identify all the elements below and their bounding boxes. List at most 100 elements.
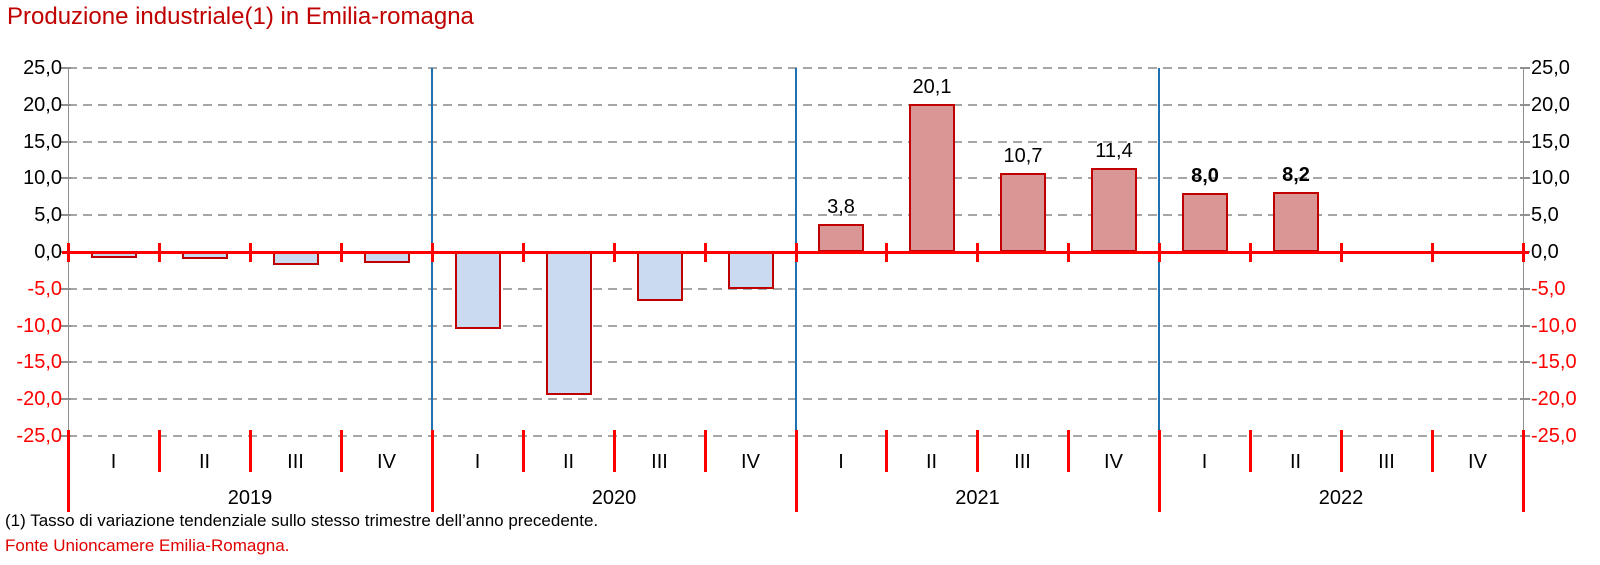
zero-tick-mark [1067,243,1070,262]
x-quarter-tick-mark [1067,430,1070,472]
source-credit: Fonte Unioncamere Emilia-Romagna. [5,536,290,555]
y-axis-tick [1520,141,1530,143]
x-quarter-label: II [562,451,575,473]
bar-2020-IV [728,252,774,289]
zero-tick-mark [1249,243,1252,262]
zero-tick-mark [249,243,252,262]
x-quarter-label: I [110,451,117,473]
x-quarter-label: II [1289,451,1302,473]
bar-2021-IV [1091,168,1137,252]
zero-tick-mark [158,243,161,262]
x-quarter-tick-mark [613,430,616,472]
zero-tick-mark [613,243,616,262]
y-axis-tick [1520,177,1530,179]
bar-2021-II [909,104,955,252]
x-quarter-tick-mark [1249,430,1252,472]
x-quarter-label: IV [1468,451,1487,473]
x-year-tick-mark [1522,430,1525,512]
x-quarter-label: IV [377,451,396,473]
y-axis-tick [61,104,71,106]
y-tick-label-left: 5,0 [34,204,62,226]
x-quarter-tick-mark [249,430,252,472]
y-axis-tick [1520,104,1530,106]
y-tick-label-right: 15,0 [1531,131,1570,153]
x-quarter-label: I [838,451,844,473]
y-tick-label-right: 5,0 [1531,204,1559,226]
y-axis-tick [61,435,71,437]
y-tick-label-left: 10,0 [23,167,62,189]
x-quarter-label: III [1378,451,1395,473]
x-quarter-tick-mark [522,430,525,472]
y-tick-label-left: -20,0 [16,388,62,410]
bar-2021-III [1000,173,1046,252]
y-axis-tick [1520,398,1530,400]
y-axis-tick [1520,214,1530,216]
zero-tick-mark [976,243,979,262]
zero-tick-mark [885,243,888,262]
y-tick-label-right: -5,0 [1531,278,1566,300]
y-tick-label-right: -25,0 [1531,425,1577,447]
bar-2020-II [546,252,592,395]
y-axis-tick [61,141,71,143]
y-tick-label-right: -20,0 [1531,388,1577,410]
zero-tick-mark [1431,243,1434,262]
y-tick-label-left: -15,0 [16,351,62,373]
y-tick-label-right: 25,0 [1531,57,1570,79]
y-tick-label-left: 0,0 [34,241,62,263]
x-quarter-tick-mark [976,430,979,472]
zero-tick-mark [340,243,343,262]
y-axis-tick [61,177,71,179]
x-quarter-tick-mark [340,430,343,472]
x-quarter-label: IV [741,451,760,473]
y-tick-label-right: 20,0 [1531,94,1570,116]
chart-title: Produzione industriale(1) in Emilia-roma… [7,3,474,30]
x-quarter-label: III [651,451,668,473]
bar-value-label: 11,4 [1095,140,1133,162]
x-quarter-label: III [287,451,304,473]
zero-tick-mark [522,243,525,262]
y-axis-tick [61,325,71,327]
y-tick-label-right: -15,0 [1531,351,1577,373]
x-year-tick-mark [431,430,434,512]
x-quarter-label: II [925,451,938,473]
y-tick-label-left: -5,0 [27,278,62,300]
x-quarter-tick-mark [704,430,707,472]
x-quarter-label: III [1014,451,1031,473]
y-axis-tick [61,288,71,290]
zero-tick-mark [1340,243,1343,262]
x-quarter-label: I [1201,451,1208,473]
x-year-label: 2019 [227,487,273,509]
zero-tick-mark [795,243,798,262]
y-tick-label-right: 0,0 [1531,241,1559,263]
y-axis-tick [61,67,71,69]
y-tick-label-left: 15,0 [23,131,62,153]
x-year-label: 2021 [955,487,1000,509]
bar-2021-I [818,224,864,252]
y-axis-tick [1520,288,1530,290]
x-quarter-tick-mark [1431,430,1434,472]
x-year-tick-mark [67,430,70,512]
bar-value-label: 3,8 [827,196,855,218]
x-quarter-label: IV [1104,451,1123,473]
zero-tick-mark [1522,243,1525,262]
x-year-label: 2020 [591,487,637,509]
bar-2022-I [1182,193,1228,252]
zero-tick-mark [704,243,707,262]
bar-value-label: 8,0 [1191,165,1219,187]
x-year-tick-mark [795,430,798,512]
x-quarter-label: I [474,451,481,473]
y-tick-label-right: -10,0 [1531,315,1577,337]
zero-tick-mark [1158,243,1161,262]
bar-2020-I [455,252,501,329]
x-year-tick-mark [1158,430,1161,512]
y-axis-tick [1520,67,1530,69]
y-tick-label-left: 20,0 [23,94,62,116]
x-quarter-label: II [198,451,211,473]
zero-tick-mark [431,243,434,262]
bar-2022-II [1273,192,1319,252]
x-quarter-tick-mark [885,430,888,472]
y-tick-label-left: 25,0 [23,57,62,79]
bar-value-label: 20,1 [912,76,952,98]
zero-tick-mark [67,243,70,262]
